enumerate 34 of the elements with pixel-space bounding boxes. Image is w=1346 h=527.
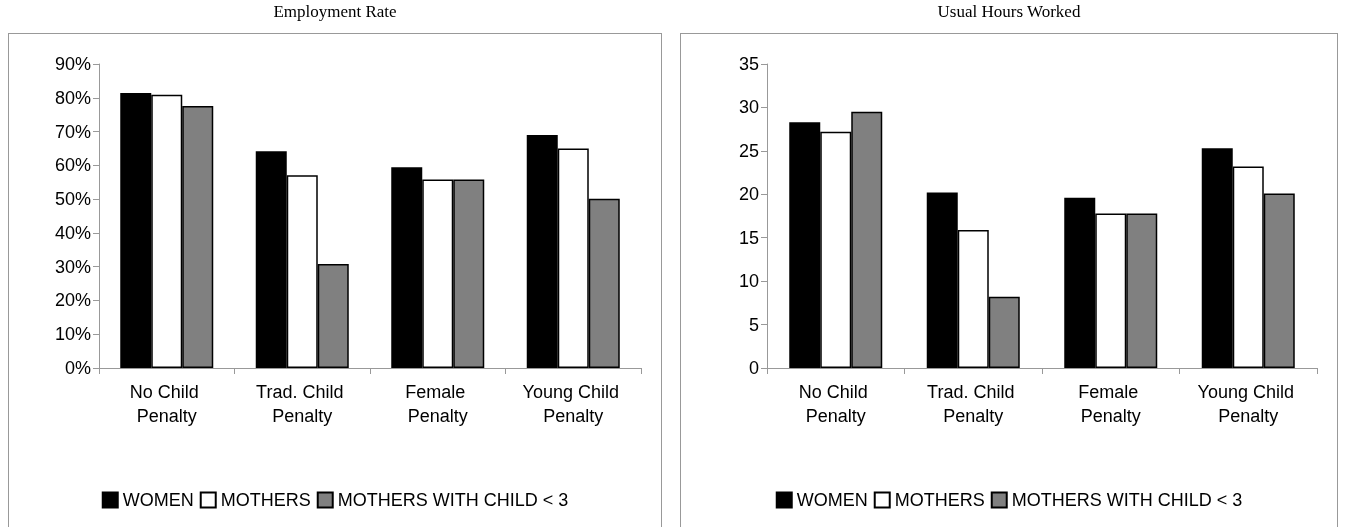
legend-label: WOMEN [122, 490, 194, 510]
y-tick-label: 80% [54, 87, 91, 108]
legend-label: MOTHERS [894, 490, 985, 510]
y-tick-label: 0 [748, 358, 759, 378]
y-tick-label: 70% [54, 121, 91, 142]
y-tick-label: 20 [738, 184, 759, 205]
y-tick-label: 90% [54, 54, 91, 74]
x-tick-label: No Child Penalty [129, 382, 204, 426]
chart-title: Employment Rate [272, 2, 398, 22]
y-tick-label: 30% [54, 256, 91, 277]
x-tick-label: Young Child Penalty [522, 382, 624, 426]
y-tick-label: 5 [748, 314, 759, 335]
x-tick-label: Female Penalty [1078, 382, 1144, 426]
x-tick-label: Female Penalty [405, 382, 471, 426]
y-tick-label: 15 [738, 227, 759, 248]
y-tick-label: 10% [54, 324, 91, 345]
x-tick-label: No Child Penalty [798, 382, 873, 426]
y-tick-label: 25 [738, 140, 759, 161]
y-tick-label: 0% [64, 358, 91, 378]
y-tick-label: 20% [54, 290, 91, 311]
x-tick-label: Young Child Penalty [1197, 382, 1299, 426]
y-tick-label: 30 [738, 97, 759, 118]
x-tick-label: Trad. Child Penalty [256, 382, 349, 426]
legend-label: MOTHERS WITH CHILD < 3 [1011, 490, 1243, 510]
legend-label: WOMEN [796, 490, 868, 510]
legend-label: MOTHERS WITH CHILD < 3 [337, 490, 569, 510]
legend-label: MOTHERS [220, 490, 311, 510]
y-tick-label: 35 [738, 54, 759, 74]
chart-title: Usual Hours Worked [936, 2, 1082, 22]
y-tick-label: 10 [738, 271, 759, 292]
y-tick-label: 50% [54, 189, 91, 210]
y-tick-label: 40% [54, 222, 91, 243]
x-tick-label: Trad. Child Penalty [927, 382, 1020, 426]
y-tick-label: 60% [54, 155, 91, 176]
